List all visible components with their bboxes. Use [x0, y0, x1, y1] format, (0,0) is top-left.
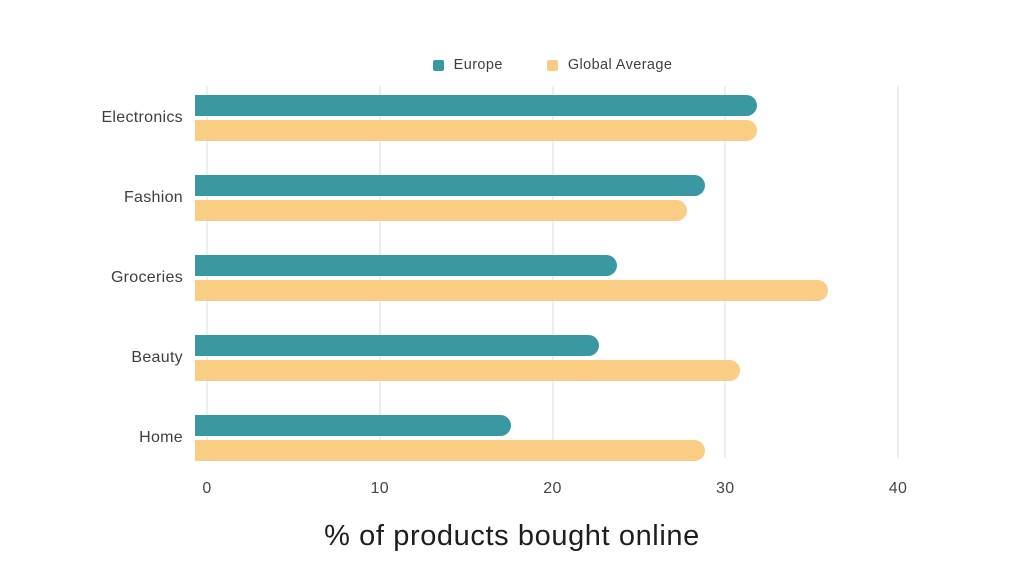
bar-global-average — [195, 360, 740, 381]
plot-area: Electronics Fashion Groceries Beauty Home — [0, 78, 1024, 478]
bar-group — [195, 335, 898, 381]
chart-rows: Electronics Fashion Groceries Beauty Home — [0, 78, 1024, 478]
category-label: Fashion — [123, 189, 183, 206]
legend-swatch-icon — [432, 59, 444, 71]
x-tick-label: 0 — [202, 480, 212, 497]
legend: Europe Global Average — [207, 54, 898, 76]
bar-global-average — [195, 440, 705, 461]
bar-europe — [195, 175, 705, 196]
category-label: Beauty — [131, 349, 183, 366]
bar-global-average — [195, 280, 828, 301]
bar-group — [195, 415, 898, 461]
bar-group — [195, 255, 898, 301]
bar-europe — [195, 255, 617, 276]
legend-label: Global Average — [567, 57, 673, 73]
x-axis: 0 10 20 30 40 — [202, 478, 906, 504]
gridline — [897, 86, 899, 458]
chart-row: Fashion — [0, 158, 1024, 238]
category-label: Home — [139, 429, 183, 446]
chart-row: Beauty — [0, 318, 1024, 398]
chart-row: Home — [0, 398, 1024, 478]
bar-global-average — [195, 200, 688, 221]
chart-row: Groceries — [0, 238, 1024, 318]
x-tick-label: 20 — [543, 480, 562, 497]
category-label: Groceries — [110, 269, 183, 286]
bar-europe — [195, 415, 512, 436]
bar-europe — [195, 335, 600, 356]
x-tick-label: 40 — [888, 480, 908, 497]
chart-row: Electronics — [0, 78, 1024, 158]
bar-europe — [195, 95, 758, 116]
category-label: Electronics — [101, 109, 183, 126]
legend-item-europe: Europe — [432, 57, 503, 73]
bar-group — [195, 95, 898, 141]
gridline — [724, 86, 726, 458]
legend-item-global-average: Global Average — [546, 57, 673, 73]
legend-label: Europe — [453, 57, 503, 73]
bar-global-average — [195, 120, 758, 141]
chart-title: % of products bought online — [324, 520, 700, 552]
legend-swatch-icon — [546, 59, 558, 71]
bar-group — [195, 175, 898, 221]
x-tick-label: 30 — [716, 480, 735, 497]
x-tick-label: 10 — [370, 480, 389, 497]
